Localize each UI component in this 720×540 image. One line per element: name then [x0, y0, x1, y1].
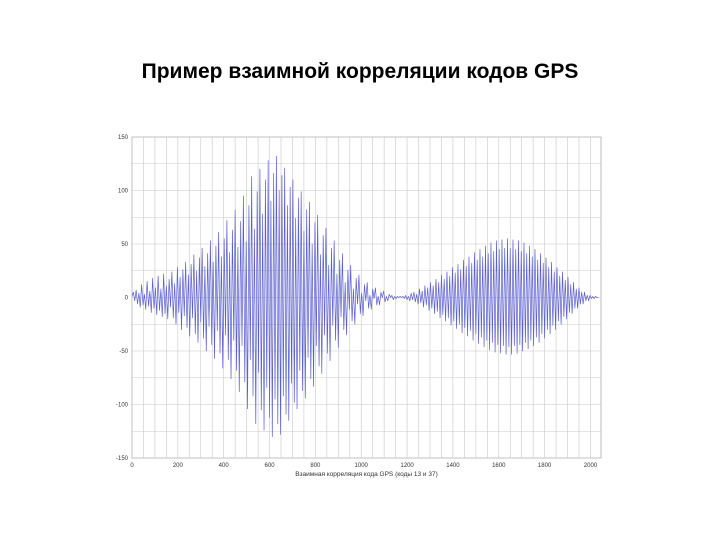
series-line-0	[131, 155, 599, 437]
x-tick-label: 1000	[355, 463, 369, 469]
x-tick-label: 2000	[584, 463, 598, 469]
y-axis-ticks: 150 100 50 0 -50 -100 -150	[116, 135, 129, 462]
slide-title: Пример взаимной корреляции кодов GPS	[141, 60, 579, 83]
x-tick-label: 1800	[538, 463, 552, 469]
x-tick-label: 400	[219, 463, 230, 469]
x-tick-label: 1400	[446, 463, 460, 469]
x-tick-label: 0	[130, 463, 134, 469]
y-tick-label: -50	[119, 349, 128, 355]
grid	[131, 136, 601, 459]
y-tick-label: -150	[116, 456, 129, 462]
y-tick-label: -100	[116, 403, 129, 409]
series-layer	[131, 155, 599, 437]
x-tick-label: 1200	[400, 463, 414, 469]
x-tick-label: 200	[173, 463, 184, 469]
x-axis-ticks: 0 200 400 600 800 1000 1200 1400 1600 1800 2000	[130, 463, 597, 469]
x-tick-label: 600	[265, 463, 276, 469]
x-tick-label: 1600	[492, 463, 506, 469]
y-tick-label: 150	[118, 135, 129, 141]
y-tick-label: 100	[118, 189, 129, 195]
x-axis-title: Взаимная корреляция кода GPS (коды 13 и …	[295, 471, 438, 478]
y-tick-label: 0	[125, 296, 129, 302]
x-tick-label: 800	[310, 463, 321, 469]
y-tick-label: 50	[121, 242, 128, 248]
